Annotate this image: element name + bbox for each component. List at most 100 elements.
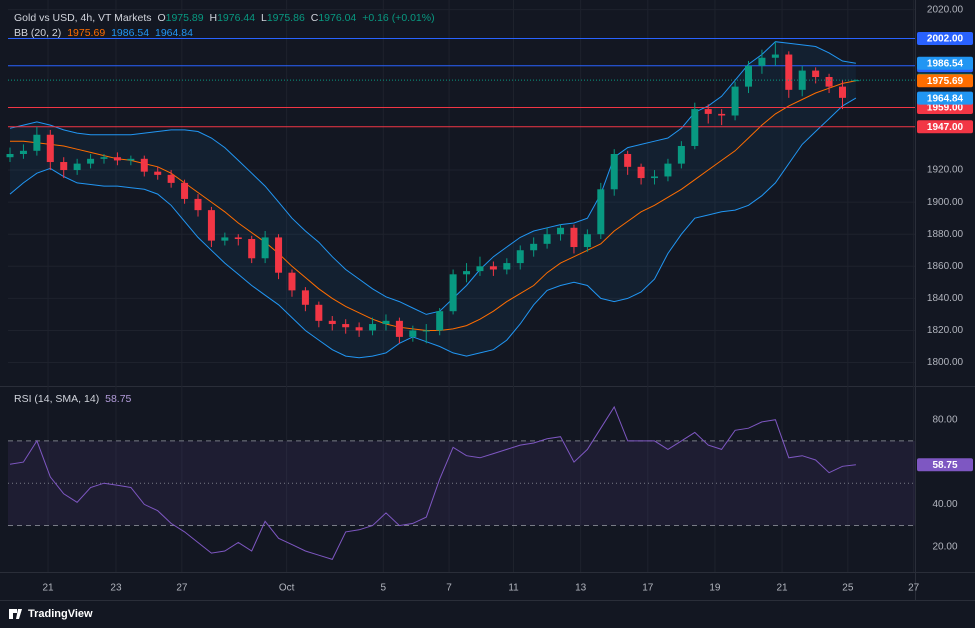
candle-body — [624, 154, 632, 167]
candle-body — [570, 227, 578, 248]
candle-body — [382, 320, 390, 325]
level-badge: 1959.00 — [927, 103, 964, 114]
rsi-value: 58.75 — [105, 393, 132, 405]
candle-body — [785, 54, 793, 90]
bb-line — [9, 41, 856, 315]
candle-body — [449, 274, 457, 312]
candle-body — [677, 145, 685, 164]
candle-body — [758, 57, 766, 66]
x-tick-label: 17 — [642, 583, 654, 594]
candle-body — [812, 70, 820, 77]
bb-mid-badge: 1975.69 — [927, 76, 964, 87]
candle-body — [422, 330, 430, 332]
h-value: 1976.44 — [217, 12, 256, 24]
candle-body — [342, 324, 350, 328]
bb-upper-badge-bg — [917, 56, 973, 70]
candle-body — [46, 134, 54, 163]
candle-body — [19, 150, 27, 154]
footer-brand: TradingView — [28, 608, 93, 620]
candle-body — [771, 54, 779, 58]
bb-title: BB (20, 2) — [14, 27, 62, 39]
rsi-legend: RSI (14, SMA, 14) 58.75 — [14, 393, 134, 405]
x-tick-label: 25 — [842, 583, 854, 594]
candle-body — [489, 266, 497, 270]
x-tick-label: 27 — [908, 583, 920, 594]
bb-legend: BB (20, 2) 1975.69 1986.54 1964.84 — [14, 27, 196, 39]
candle-body — [328, 320, 336, 325]
bb-lower-value: 1964.84 — [154, 27, 193, 39]
candle-body — [731, 86, 739, 116]
candle-body — [718, 113, 726, 116]
x-tick-label: 19 — [709, 583, 721, 594]
l-value: 1975.86 — [266, 12, 305, 24]
candle-body — [516, 250, 524, 264]
candle-body — [583, 234, 591, 248]
y-tick-label: 1900.00 — [927, 197, 964, 208]
candle-body — [476, 266, 484, 272]
x-tick-label: 21 — [42, 583, 54, 594]
candle-body — [691, 109, 699, 146]
candle-body — [181, 182, 189, 199]
candle-body — [275, 237, 283, 273]
candle-body — [745, 65, 753, 87]
x-tick-label: 13 — [575, 583, 587, 594]
bb-mid-value: 1975.69 — [67, 27, 106, 39]
rsi-badge-bg — [917, 458, 973, 472]
bb-fill — [10, 41, 856, 358]
o-value: 1975.89 — [165, 12, 204, 24]
candle-body — [409, 330, 417, 337]
candle-body — [301, 290, 309, 305]
symbol-title: Gold vs USD, 4h, VT Markets — [14, 12, 152, 24]
bb-lower-badge-bg — [917, 91, 973, 105]
bb-mid-badge-bg — [917, 74, 973, 88]
candle-body — [530, 243, 538, 251]
candle-body — [543, 234, 551, 244]
candle-body — [140, 158, 148, 172]
c-label: C — [310, 12, 319, 24]
h-label: H — [209, 12, 218, 24]
logo — [9, 609, 22, 619]
c-value: 1976.04 — [318, 12, 357, 24]
y-tick-label: 1800.00 — [927, 357, 964, 368]
candle-body — [825, 77, 833, 87]
x-tick-label: 11 — [508, 583, 519, 594]
candle-body — [207, 210, 215, 241]
candle-body — [194, 198, 202, 211]
rsi-tick-label: 20.00 — [932, 541, 957, 552]
candle-body — [73, 163, 81, 171]
candle-body — [315, 304, 323, 321]
candle-body — [355, 327, 363, 331]
candle-body — [100, 157, 108, 159]
l-label: L — [260, 12, 267, 24]
x-tick-label: 5 — [381, 583, 387, 594]
x-tick-label: 23 — [110, 583, 122, 594]
candle-body — [154, 171, 162, 175]
candle-body — [597, 189, 605, 235]
bb-line — [9, 97, 857, 359]
candle-body — [436, 311, 444, 331]
change: +0.16 (+0.01%) — [362, 12, 435, 24]
bb-line — [10, 80, 856, 331]
candle-body — [852, 80, 860, 82]
bb-upper-badge: 1986.54 — [927, 58, 964, 69]
candle-body — [651, 176, 659, 179]
y-tick-label: 1840.00 — [927, 293, 964, 304]
y-tick-label: 1820.00 — [927, 325, 964, 336]
candle-body — [503, 263, 511, 270]
candle-body — [248, 239, 256, 259]
rsi-tick-label: 80.00 — [932, 414, 957, 425]
rsi-tick-label: 40.00 — [932, 499, 957, 510]
x-tick-label: Oct — [279, 583, 295, 594]
y-tick-label: 1920.00 — [927, 165, 964, 176]
candle-body — [33, 134, 41, 151]
candle-body — [60, 162, 68, 171]
x-tick-label: 7 — [446, 583, 452, 594]
level-badge-bg — [917, 32, 973, 45]
candle-body — [637, 166, 645, 179]
rsi-badge: 58.75 — [932, 460, 957, 471]
candle-body — [369, 324, 377, 331]
candle-body — [557, 227, 565, 235]
candle-body — [288, 272, 296, 291]
